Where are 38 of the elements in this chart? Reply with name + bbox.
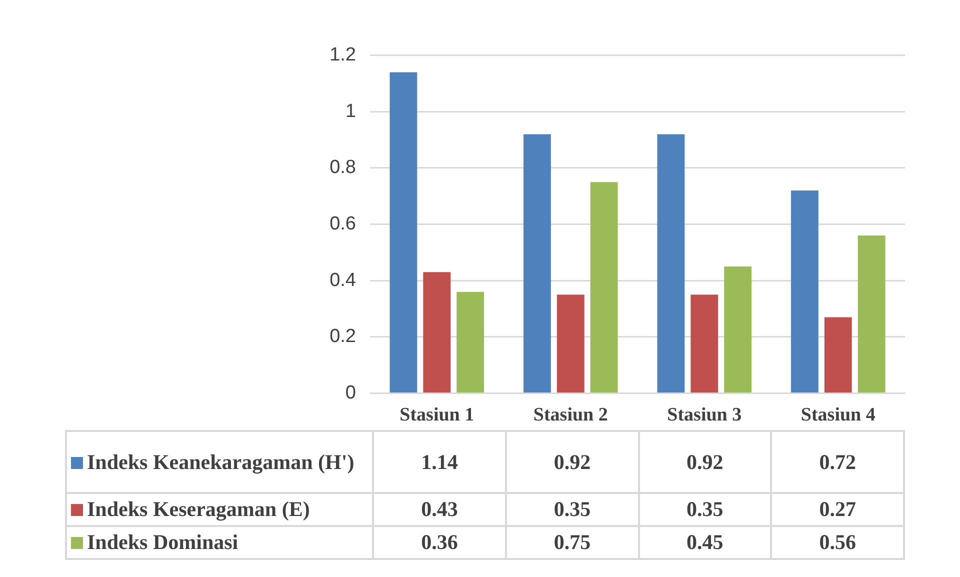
- data-label: 0.36: [373, 526, 506, 559]
- data-label: 0.43: [373, 493, 506, 526]
- bar: [790, 190, 818, 392]
- legend-label: Indeks Keseragaman (E): [66, 493, 374, 526]
- data-label: 0.35: [638, 493, 772, 526]
- legend-label: Indeks Keanekaragaman (H'): [66, 431, 374, 493]
- bar: [858, 236, 886, 392]
- bar: [523, 134, 551, 392]
- bar: [690, 294, 718, 392]
- bar: [456, 292, 484, 392]
- bar: [657, 134, 685, 392]
- y-tick-label: 0.6: [330, 214, 356, 235]
- data-label: 0.27: [771, 493, 904, 526]
- data-label: 1.14: [373, 431, 506, 493]
- y-tick-label: 0: [345, 382, 356, 404]
- x-tick-label: Stasiun 2: [533, 404, 608, 426]
- data-label: 0.92: [638, 431, 772, 493]
- y-tick-label: 1.2: [330, 44, 356, 66]
- legend-label: Indeks Dominasi: [66, 526, 374, 559]
- y-tick-label: 0.2: [330, 326, 356, 348]
- x-tick-label: Stasiun 3: [667, 404, 742, 426]
- bar: [590, 182, 618, 392]
- data-label: 0.72: [771, 431, 904, 493]
- data-label: 0.92: [506, 431, 639, 493]
- x-tick-label: Stasiun 4: [800, 404, 876, 426]
- x-tick-label: Stasiun 1: [400, 404, 474, 426]
- data-label: 0.75: [506, 526, 639, 559]
- data-label: 0.35: [506, 493, 639, 526]
- y-tick-label: 0.4: [330, 270, 356, 291]
- bar: [390, 72, 418, 392]
- data-label: 0.56: [771, 526, 904, 559]
- bar: [556, 294, 584, 392]
- data-label: 0.45: [638, 526, 772, 559]
- bar: [423, 272, 451, 392]
- y-tick-label: 1: [345, 100, 356, 122]
- bar: [724, 266, 752, 392]
- bar: [824, 317, 852, 392]
- y-tick-label: 0.8: [330, 157, 356, 178]
